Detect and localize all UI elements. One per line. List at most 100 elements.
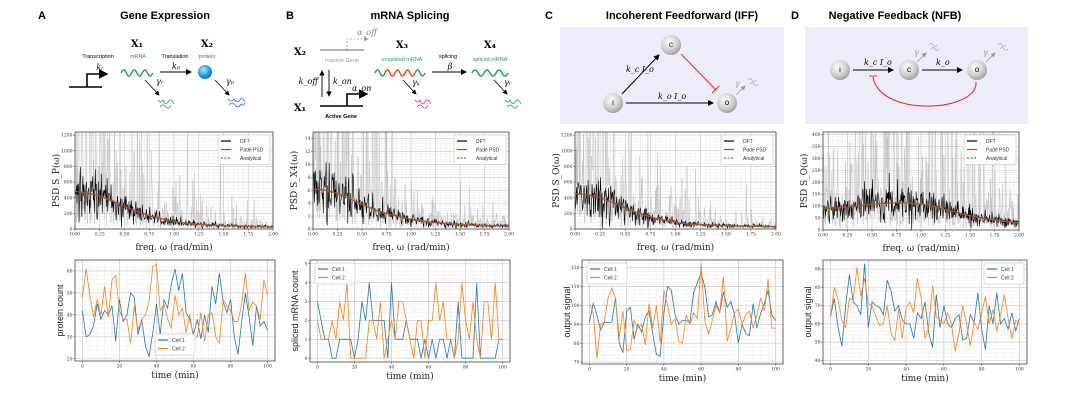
x-tick-label: 0.00 <box>308 232 318 238</box>
legend: Cell 1 Cell 2 <box>586 262 628 285</box>
active-gene-label: Active Gene <box>325 114 357 120</box>
y-tick-label: 120 <box>571 265 580 271</box>
y-tick-label: 400 <box>64 195 73 201</box>
y-tick-label: 150 <box>812 192 821 198</box>
y-axis-label: output signal <box>562 286 572 337</box>
legend-entry: Analytical <box>240 156 261 162</box>
translation-label: Translation <box>161 54 188 60</box>
legend-entry: DFT <box>240 139 250 145</box>
panel-title-b: mRNA Splicing <box>370 10 449 22</box>
y-tick-label: 400 <box>812 132 821 138</box>
species-x2: X₂ <box>201 39 213 50</box>
y-tick-label: 60 <box>815 321 821 327</box>
rate-gamma-p: γₚ <box>226 77 235 86</box>
legend-entry: Cell 2 <box>604 275 617 281</box>
plot-marks <box>575 132 776 229</box>
degraded-mrna-icon <box>157 98 175 109</box>
spliced-decay-arrow <box>493 79 508 95</box>
x-axis-label: freq. ω (rad/min) <box>637 242 714 253</box>
protein-decay-arrow <box>214 79 230 96</box>
rate-k-on: k_on <box>333 77 352 86</box>
y-axis-label: PSD S_O(ω) <box>799 154 810 209</box>
chart-b-timeseries: 0 20 40 60 80 100 0 1 2 3 4 5 time (min) spliced mRNA… <box>290 259 511 382</box>
x-tick-label: 60 <box>698 367 704 373</box>
axes-frame <box>74 259 276 362</box>
node-o <box>967 60 987 80</box>
node-c <box>899 60 919 80</box>
x-tick-label: 0.00 <box>570 232 580 238</box>
legend-box <box>963 134 1017 165</box>
y-tick-label: 70 <box>815 303 821 309</box>
rate-gamma-u: γᵤ <box>412 78 420 87</box>
degraded-icon <box>747 78 759 86</box>
panel-label-d: D <box>791 10 799 22</box>
x-tick-label: 1.25 <box>430 232 440 238</box>
y-tick-label: 0 <box>818 228 821 234</box>
rate-alpha-off: α_off <box>357 28 378 37</box>
mrna-wave-icon <box>120 69 154 77</box>
unspliced-wave-right <box>414 69 426 77</box>
x-tick-label: 0.25 <box>95 232 105 238</box>
panel-label-b: B <box>286 10 294 22</box>
x-tick-label: 2.00 <box>268 232 278 238</box>
x-axis-label: time (min) <box>386 371 433 382</box>
x-tick-label: 60 <box>941 367 947 373</box>
legend: Cell 1 Cell 2 <box>983 262 1025 285</box>
x-tick-label: 1.50 <box>455 232 465 238</box>
panel-title-a: Gene Expression <box>120 10 210 22</box>
x-tick-label: 100 <box>771 367 780 373</box>
x-tick-label: 1.75 <box>243 232 253 238</box>
analytical-series <box>313 188 509 227</box>
x-tick-label: 0 <box>829 367 832 373</box>
y-tick-label: 200 <box>64 211 73 217</box>
x-tick-label: 1.50 <box>965 233 975 239</box>
x-tick-label: 1.00 <box>916 233 926 239</box>
dft-raw-series <box>823 132 1019 229</box>
x-tick-label: 0.50 <box>119 232 129 238</box>
legend-entry: Cell 1 <box>604 267 617 273</box>
mrna-decay-arrow <box>144 79 160 96</box>
mrna-label: mRNA <box>130 54 147 60</box>
x-axis-label: time (min) <box>901 373 948 384</box>
y-axis-label: PSD S_P(ω) <box>51 154 62 207</box>
dft-raw-series <box>75 132 273 229</box>
node-i <box>830 60 850 80</box>
y-tick-label: 70 <box>574 360 580 366</box>
x-tick-label: 0.75 <box>891 233 901 239</box>
panel-label-a: A <box>38 10 46 22</box>
x-axis-label: freq. ω (rad/min) <box>882 243 959 254</box>
y-tick-label: 14 <box>305 136 311 142</box>
y-tick-label: 1 <box>305 337 308 343</box>
diagram-nfb: k_c I_o k_o γ γ I C O <box>805 27 1028 124</box>
rate-kc-io: k_c I_o <box>864 58 892 67</box>
node-i-label: I <box>839 68 841 74</box>
y-tick-label: 8 <box>308 175 311 181</box>
y-tick-label: 200 <box>564 211 573 217</box>
y-tick-label: 800 <box>564 164 573 170</box>
y-tick-label: 100 <box>812 204 821 210</box>
x-tick-label: 1.00 <box>670 232 680 238</box>
legend-entry: Analytical <box>986 156 1007 162</box>
legend-entry: Analytical <box>743 156 764 162</box>
rate-kr: kᵣ <box>96 63 104 72</box>
axes-frame <box>309 259 511 363</box>
legend-box <box>983 262 1025 285</box>
plot-marks <box>75 132 273 229</box>
promoter-icon <box>69 74 107 88</box>
x-tick-label: 0 <box>588 367 591 373</box>
species-x2: X₂ <box>294 47 306 58</box>
y-tick-label: 10 <box>305 162 311 168</box>
x-tick-label: 0.50 <box>357 232 367 238</box>
panel-label-c: C <box>545 10 553 22</box>
splicing-label: splicing <box>439 54 457 60</box>
legend-box <box>720 134 774 165</box>
x-tick-label: 2.00 <box>771 232 781 238</box>
legend-box <box>217 134 271 165</box>
legend: DFT Padé PSD Analytical <box>720 134 774 165</box>
y-tick-label: 60 <box>67 269 73 275</box>
y-tick-label: 100 <box>571 303 580 309</box>
legend-entry: Cell 1 <box>1001 267 1014 273</box>
inactive-promoter-dashed <box>346 36 369 50</box>
diagram-mrna-splicing: X₂ α_off Inactive Gene k_off k_on X₁ α_o… <box>294 28 522 120</box>
rate-gamma-c: γ <box>914 48 919 57</box>
